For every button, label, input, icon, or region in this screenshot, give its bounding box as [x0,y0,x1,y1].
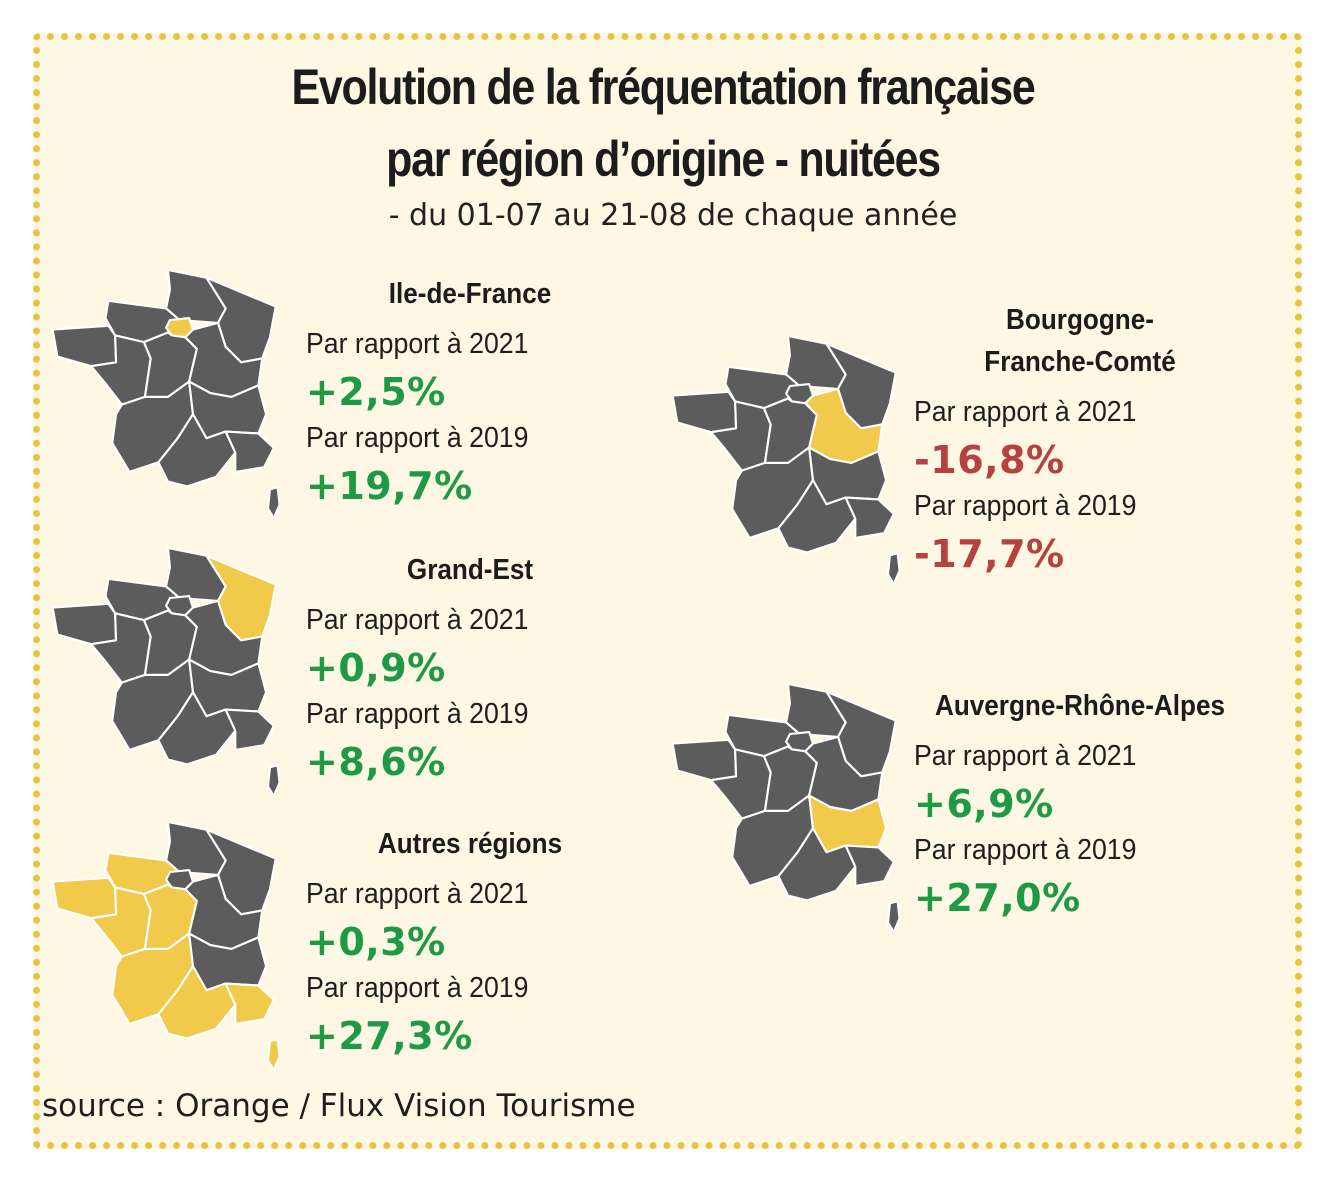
label-vs-2019: Par rapport à 2019 [306,972,529,1004]
label-vs-2021: Par rapport à 2021 [306,878,529,910]
label-vs-2021: Par rapport à 2021 [306,328,529,360]
value-vs-2021: +0,3% [306,920,446,964]
title-line-2: par région d’origine - nuitées [386,131,941,187]
france-map-auvergne-rhone-alpes [671,682,901,934]
region-name-line-2: Franche-Comté [984,346,1176,378]
region-bourgogne-franche-comte [184,873,264,950]
value-vs-2019: +27,0% [914,876,1081,920]
region-paca [224,708,275,751]
value-vs-2019: -17,7% [914,532,1065,576]
region-bourgogne-franche-comte [184,321,264,398]
value-vs-2019: +8,6% [306,740,446,784]
region-bourgogne-franche-comte [804,387,884,464]
france-map-autres-regions [51,820,281,1072]
label-vs-2019: Par rapport à 2019 [306,698,529,730]
region-name: Autres régions [377,828,563,860]
source-note: source : Orange / Flux Vision Tourisme [42,1088,636,1124]
title-line-1: Evolution de la fréquentation française [291,59,1036,115]
region-paca [224,982,275,1025]
region-name-line-1: Bourgogne- [1006,304,1154,336]
subtitle: - du 01-07 au 21-08 de chaque année [388,198,958,233]
value-vs-2019: +19,7% [306,464,473,508]
region-name: Auvergne-Rhône-Alpes [934,690,1226,722]
region-corse [266,764,281,798]
region-bretagne [671,390,738,434]
label-vs-2019: Par rapport à 2019 [306,422,529,454]
france-map-grand-est [51,546,281,798]
value-vs-2021: +6,9% [914,782,1054,826]
region-paca [844,496,895,539]
region-bourgogne-franche-comte [184,599,264,676]
value-vs-2021: +2,5% [306,370,446,414]
label-vs-2021: Par rapport à 2021 [306,604,529,636]
region-paca [844,844,895,887]
france-map-bourgogne-franche-comte [671,334,901,586]
value-vs-2019: +27,3% [306,1014,473,1058]
region-name: Ile-de-France [388,278,552,310]
region-corse [266,486,281,520]
region-bretagne [51,876,118,920]
region-bretagne [51,602,118,646]
label-vs-2021: Par rapport à 2021 [914,740,1137,772]
label-vs-2019: Par rapport à 2019 [914,490,1137,522]
france-map-ile-de-france [51,268,281,520]
region-bourgogne-franche-comte [804,735,884,812]
region-paca [224,430,275,473]
region-corse [266,1038,281,1072]
value-vs-2021: -16,8% [914,438,1065,482]
region-bretagne [51,324,118,368]
region-corse [886,552,901,586]
label-vs-2019: Par rapport à 2019 [914,834,1137,866]
label-vs-2021: Par rapport à 2021 [914,396,1137,428]
region-bretagne [671,738,738,782]
region-name: Grand-Est [406,554,534,586]
value-vs-2021: +0,9% [306,646,446,690]
region-corse [886,900,901,934]
